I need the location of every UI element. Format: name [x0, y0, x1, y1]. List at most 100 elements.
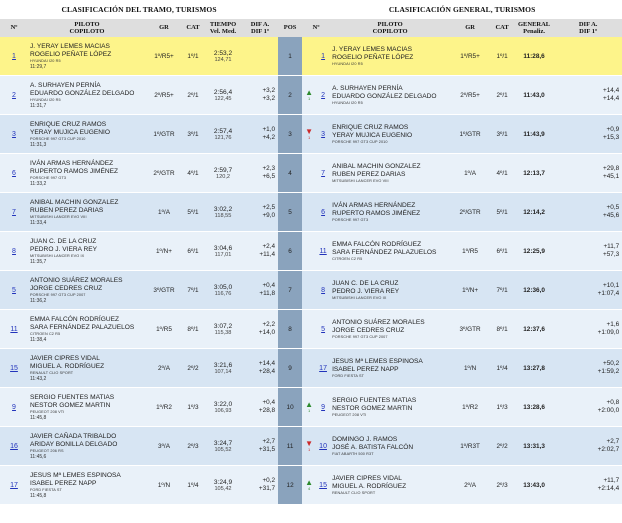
group-rank: 3º/GTR — [146, 270, 182, 310]
avg-speed: 115,38 — [214, 329, 232, 336]
table-row: 3 ENRIQUE CRUZ RAMOS YERAY MUJICA EUGENIO P… — [0, 114, 622, 154]
driver-name: SERGIO FUENTES MATIAS — [30, 393, 115, 401]
car-number-link[interactable]: 1 — [12, 52, 16, 60]
car-number-link[interactable]: 17 — [319, 364, 327, 372]
dif-prev: +0,5 — [606, 204, 620, 211]
table-row: 16 JAVIER CAÑADA TRIBALDO ARIDAY BONILLA D… — [0, 426, 622, 466]
car-number-link[interactable]: 9 — [12, 403, 16, 411]
table-row: 11 EMMA FALCÓN RODRÍGUEZ SARA FERNÁNDEZ PA… — [0, 309, 622, 349]
car-number-link[interactable]: 11 — [10, 325, 18, 333]
avg-speed: 105,52 — [214, 446, 232, 453]
driver-name: J. YERAY LEMES MACIAS — [332, 45, 412, 53]
table-row: 9 SERGIO FUENTES MATIAS NESTOR GOMEZ MARTI… — [0, 387, 622, 427]
car-model: MITSUBISHI LANCER EVO IX — [30, 253, 85, 258]
dif-prev: +11,7 — [603, 243, 620, 250]
position: 10 — [278, 387, 303, 427]
avg-speed: 122,45 — [214, 95, 232, 102]
stage-time: 3:24,7 — [213, 439, 233, 447]
col-cat-general: CAT — [490, 19, 515, 37]
dif-prev: +2,7 — [606, 438, 620, 445]
position: 6 — [278, 231, 303, 271]
position: 4 — [278, 153, 303, 193]
car-number-link[interactable]: 8 — [12, 247, 16, 255]
car-number-link[interactable]: 15 — [319, 481, 327, 489]
car-number-link[interactable]: 1 — [321, 52, 326, 60]
position: 8 — [278, 309, 303, 349]
car-number-link[interactable]: 16 — [10, 442, 18, 450]
car-number-link[interactable]: 5 — [12, 286, 16, 294]
driver-name: A. SURHAYEN PERNÍA — [30, 81, 101, 89]
car-model: CITROEN C2 R5 — [30, 331, 61, 336]
arrow-up-icon: ▲ 1 — [305, 399, 314, 413]
class-rank: 4º/1 — [182, 153, 204, 193]
stage-time: 3:05,0 — [213, 283, 233, 291]
group-rank: 3º/GTR — [450, 309, 491, 349]
general-time: 13:43,0 — [514, 465, 555, 505]
dif-first: +2:00,0 — [597, 407, 620, 414]
car-model: RENAULT CLIO SPORT — [30, 370, 74, 375]
start-time: 11:36,2 — [30, 297, 47, 304]
codriver-name: SARA FERNÁNDEZ PALAZUELOS — [332, 248, 437, 256]
car-number-link[interactable]: 5 — [321, 325, 326, 333]
car-model: HYUNDAI I20 R5 — [332, 61, 363, 66]
car-model: MITSUBISHI LANCER EVO VIII — [332, 178, 389, 183]
avg-speed: 124,71 — [214, 56, 232, 63]
dif-prev: +2,7 — [262, 438, 276, 445]
group-rank: 2º/R5+ — [450, 75, 491, 115]
car-number-link[interactable]: 8 — [321, 286, 326, 294]
car-number-link[interactable]: 2 — [321, 91, 326, 99]
col-general: GENERAL Penaliz. — [514, 19, 555, 37]
avg-speed: 105,42 — [214, 485, 232, 492]
general-time: 11:43,0 — [514, 75, 555, 115]
dif-first: +28,4 — [258, 368, 276, 375]
car-number-link[interactable]: 15 — [10, 364, 18, 372]
driver-name: ANIBAL MACHIN GONZALEZ — [30, 198, 119, 206]
car-number-link[interactable]: 17 — [10, 481, 18, 489]
class-rank: 6º/1 — [182, 231, 204, 271]
car-number-link[interactable]: 7 — [321, 169, 326, 177]
general-time: 13:27,8 — [514, 348, 555, 388]
position: 2 — [278, 75, 303, 115]
dif-prev: +2,3 — [262, 165, 276, 172]
codriver-name: ROGELIO PEÑATE LÓPEZ — [30, 50, 112, 58]
car-model: HYUNDAI I20 R5 — [332, 100, 363, 105]
class-rank: 2º/1 — [490, 75, 515, 115]
codriver-name: YERAY MUJICA EUGENIO — [30, 128, 110, 136]
codriver-name: NESTOR GOMEZ MARTIN — [30, 401, 111, 409]
col-n: Nº — [0, 19, 28, 37]
avg-speed: 107,14 — [214, 368, 232, 375]
codriver-name: MIGUEL A. RODRÍGUEZ — [30, 362, 105, 370]
table-row: 7 ANIBAL MACHIN GONZALEZ RUBEN PEREZ DARIA… — [0, 192, 622, 232]
stage-time: 3:07,2 — [213, 322, 233, 330]
car-number-link[interactable]: 6 — [12, 169, 16, 177]
car-number-link[interactable]: 2 — [12, 91, 16, 99]
position: 9 — [278, 348, 303, 388]
codriver-name: YERAY MUJICA EUGENIO — [332, 131, 413, 139]
avg-speed: 117,01 — [214, 251, 232, 258]
dif-prev: +3,2 — [262, 87, 276, 94]
driver-name: JAVIER CIPRES VIDAL — [30, 354, 100, 362]
car-number-link[interactable]: 10 — [319, 442, 327, 450]
car-number-link[interactable]: 9 — [321, 403, 326, 411]
car-model: PORSCHE 997 GT3 CUP 2007 — [332, 334, 388, 339]
col-gr-general: GR — [450, 19, 491, 37]
position: 11 — [278, 426, 303, 466]
car-number-link[interactable]: 3 — [12, 130, 16, 138]
start-time: 11:33,4 — [30, 219, 47, 226]
driver-name: JUAN C. DE LA CRUZ — [30, 237, 97, 245]
group-rank: 1º/R5 — [146, 309, 182, 349]
car-model: MITSUBISHI LANCER EVO VIII — [30, 214, 87, 219]
col-dif: DIF A. DIF 1º — [242, 19, 279, 37]
car-number-link[interactable]: 3 — [321, 130, 326, 138]
dif-first: +1:59,2 — [597, 368, 620, 375]
class-rank: 1º/1 — [490, 37, 515, 76]
arrow-down-icon: ▼ 1 — [305, 438, 314, 452]
car-number-link[interactable]: 6 — [321, 208, 326, 216]
avg-speed: 120,2 — [216, 173, 230, 180]
class-rank: 1º/3 — [490, 387, 515, 427]
dif-prev: +1,0 — [262, 126, 276, 133]
car-number-link[interactable]: 7 — [12, 208, 16, 216]
stage-time: 3:02,2 — [213, 205, 233, 213]
car-number-link[interactable]: 11 — [319, 247, 327, 255]
table-row: 6 IVÁN ARMAS HERNÁNDEZ RUPERTO RAMOS JIMÉN… — [0, 153, 622, 193]
